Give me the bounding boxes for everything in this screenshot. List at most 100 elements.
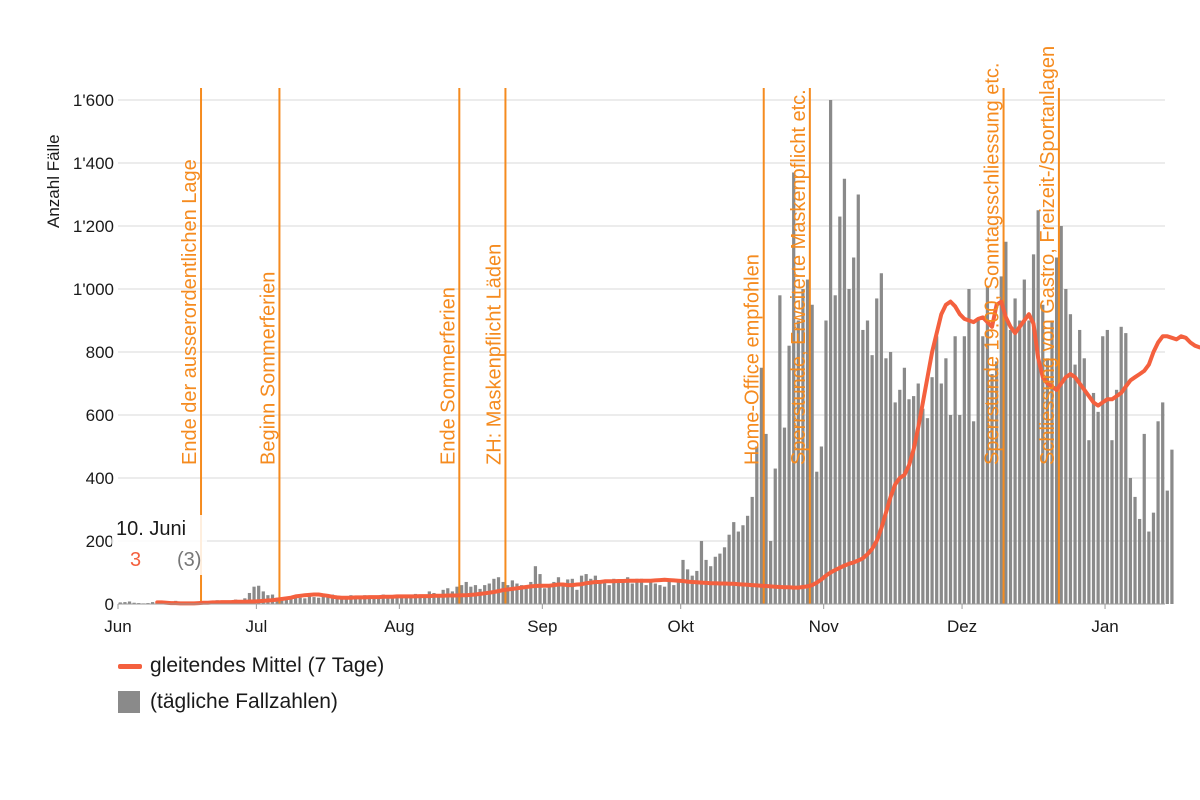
y-axis: 0 200 400 600 800 1'000 1'200 1'400 1'600 [73,91,114,614]
moving-average-line [155,299,1200,606]
daily-bar [358,597,362,604]
daily-bar [981,336,985,604]
y-tick-label: 1'600 [73,91,114,110]
daily-bar [330,594,335,604]
daily-bar [257,585,261,604]
daily-bar [995,361,999,604]
daily-bar [764,433,768,604]
daily-bar [409,595,413,604]
annotation-label: Ende Sommerferien [437,287,459,465]
daily-bar [801,289,805,604]
daily-bar [418,595,422,604]
daily-bar [1054,257,1059,604]
daily-bar [815,471,819,604]
daily-bar [510,580,514,604]
daily-bar [644,585,648,604]
daily-bar [879,273,883,604]
annotation-labels: Ende der ausserordentlichen Lage Beginn S… [179,46,1059,465]
daily-bar [686,569,690,604]
daily-bar [944,358,948,604]
y-tick-label: 800 [86,343,114,362]
y-tick-label: 0 [105,595,114,614]
daily-bar [695,570,699,604]
annotation-label: Schliessung von Gastro, Freizeit-/Sporta… [1037,46,1059,465]
daily-bar [732,522,736,604]
daily-bar [792,172,796,604]
daily-bar [833,295,837,604]
daily-bar [1059,226,1063,604]
daily-bar [907,399,911,604]
legend-label-moving-average: gleitendes Mittel (7 Tage) [150,654,385,677]
daily-bar [948,415,953,604]
daily-bar [856,194,860,604]
daily-bar [1110,440,1114,604]
daily-bar [252,586,256,604]
daily-bar [538,574,542,604]
daily-bar [893,402,897,604]
daily-bar [621,581,625,604]
daily-bar [1138,518,1142,604]
grid [118,99,1165,542]
daily-bar [478,588,482,604]
annotation-label: Sperrstunde, Erweiterte Maskenpflicht et… [788,89,810,465]
x-tick-label: Jul [246,617,268,636]
daily-bar [1114,389,1119,604]
annotation-label: Home-Office empfohlen [742,254,764,465]
daily-bar [150,602,155,604]
y-tick-label: 1'000 [73,280,114,299]
daily-bar [1008,329,1013,604]
daily-bar [529,581,533,604]
daily-bar [1147,531,1151,604]
daily-bar [935,336,939,604]
daily-bar [1036,210,1040,604]
daily-bar [958,415,962,604]
daily-bar [1073,364,1077,604]
daily-bar [1087,440,1091,604]
daily-bar [1078,329,1082,604]
daily-bar [925,418,930,604]
daily-bar [321,596,325,604]
daily-bar [132,602,136,604]
daily-bar [1082,358,1086,604]
daily-bar [363,595,367,604]
daily-bar [524,588,528,604]
legend-line-swatch [118,663,142,669]
daily-bar [450,591,455,604]
daily-bar [261,591,265,604]
daily-bar [390,596,395,604]
daily-bar [676,580,681,604]
daily-bar [745,515,750,604]
daily-bar [1096,411,1100,604]
daily-bar [750,496,754,604]
daily-bar [875,298,879,604]
x-tick-label: Nov [809,617,840,636]
daily-bar [976,320,980,604]
daily-bar [1165,490,1169,604]
daily-bar [630,583,634,604]
tooltip-daily-value: (3) [177,549,201,571]
daily-bar [722,547,727,604]
daily-bar [1004,241,1008,604]
daily-bar [1045,358,1049,604]
annotation-label: Beginn Sommerferien [257,272,279,465]
daily-bar [376,597,381,604]
daily-bar [1105,329,1109,604]
daily-bar [898,389,902,604]
daily-bar [1124,333,1128,604]
y-tick-label: 1'200 [73,217,114,236]
daily-bar [662,586,667,604]
daily-bar [386,597,390,604]
annotation-label: Ende der ausserordentlichen Lage [179,159,201,465]
daily-bar [515,583,519,604]
daily-bar [921,408,925,604]
legend-item-moving-average: gleitendes Mittel (7 Tage) [118,648,384,684]
daily-bar [999,276,1003,604]
daily-bar [575,589,579,604]
x-tick-label: Okt [667,617,694,636]
x-tick-label: Aug [384,617,414,636]
daily-bar [639,578,644,604]
daily-bar [1068,314,1073,604]
daily-bar [284,599,288,604]
daily-bar [736,531,740,604]
daily-bar [1091,392,1096,604]
